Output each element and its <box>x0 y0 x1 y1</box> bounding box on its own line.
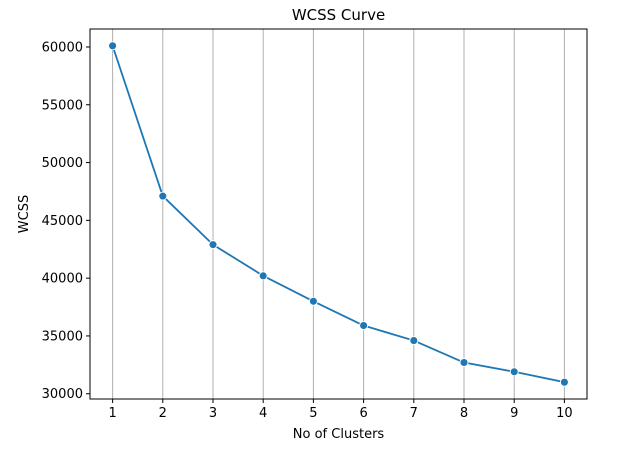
y-tick-label: 60000 <box>42 40 83 55</box>
y-tick-label: 55000 <box>42 98 83 113</box>
data-point <box>208 240 218 250</box>
data-point <box>108 41 118 51</box>
y-tick-label: 45000 <box>42 214 83 229</box>
y-tick-label: 30000 <box>42 387 83 402</box>
y-axis-label: WCSS <box>17 195 32 233</box>
x-tick-label: 7 <box>410 406 418 421</box>
x-tick-label: 6 <box>359 406 367 421</box>
y-axis-ticks: 30000 35000 40000 45000 50000 55000 60000 <box>42 40 90 402</box>
data-point <box>158 191 168 201</box>
y-tick-label: 35000 <box>42 329 83 344</box>
data-point <box>459 358 469 367</box>
data-point <box>258 271 268 281</box>
x-tick-label: 1 <box>108 406 116 421</box>
plot-frame <box>89 28 588 400</box>
series-line <box>111 45 565 384</box>
grid <box>112 29 565 399</box>
data-point <box>559 377 569 387</box>
x-tick-label: 10 <box>556 406 573 421</box>
series-line-layer <box>111 45 565 384</box>
x-axis-ticks: 1 2 3 4 5 6 7 8 9 10 <box>108 399 573 421</box>
plot-background <box>90 29 587 399</box>
chart-title: WCSS Curve <box>292 6 385 24</box>
series-marker-layer <box>108 41 569 387</box>
x-tick-label: 9 <box>510 406 518 421</box>
x-tick-label: 8 <box>460 406 468 421</box>
data-point <box>308 296 318 306</box>
x-tick-label: 5 <box>309 406 317 421</box>
data-point <box>359 321 369 330</box>
data-point <box>409 336 419 346</box>
y-tick-label: 40000 <box>42 272 83 287</box>
x-axis-label: No of Clusters <box>293 427 385 442</box>
x-tick-label: 4 <box>259 406 267 421</box>
data-point <box>509 367 519 377</box>
x-tick-label: 2 <box>159 406 167 421</box>
y-tick-label: 50000 <box>42 156 83 171</box>
x-tick-label: 3 <box>209 406 217 421</box>
